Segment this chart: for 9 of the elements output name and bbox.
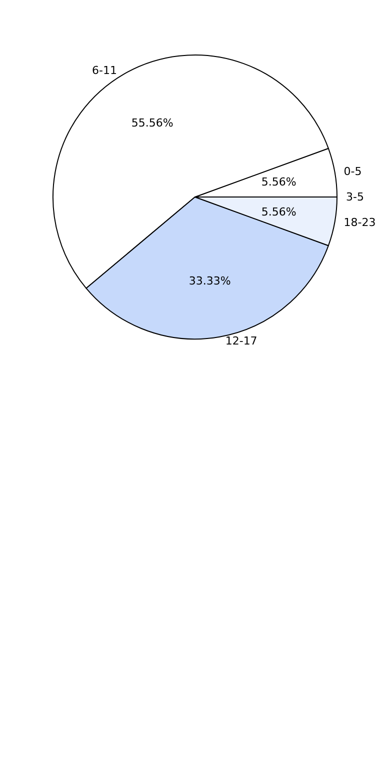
slice-label: 12-17 bbox=[225, 334, 258, 348]
slice-label: 6-11 bbox=[92, 64, 117, 78]
data-label: 5.56% bbox=[261, 176, 296, 189]
category-label: 3-5 bbox=[346, 190, 364, 204]
data-label: 33.33% bbox=[188, 274, 231, 288]
slice-label: 0-5 bbox=[344, 165, 362, 178]
slice-label: 18-23 bbox=[344, 216, 376, 229]
data-label: 55.56% bbox=[131, 116, 174, 130]
data-label: 5.56% bbox=[261, 205, 296, 218]
